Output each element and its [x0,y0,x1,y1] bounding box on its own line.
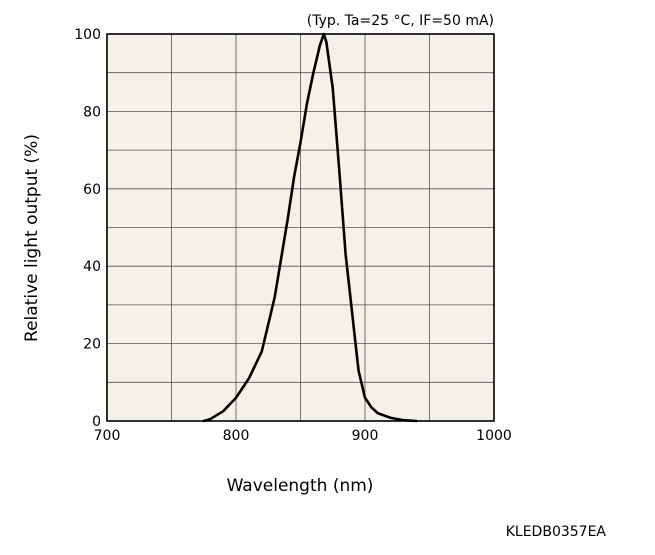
x-tick-label: 1000 [476,428,512,444]
y-axis-label: Relative light output (%) [22,134,42,342]
y-tick-label: 100 [74,27,101,43]
x-tick-label: 800 [223,428,250,444]
y-tick-label: 40 [83,259,101,275]
y-tick-label: 80 [83,104,101,120]
measurement-conditions: (Typ. Ta=25 °C, IF=50 mA) [307,13,494,29]
x-axis-ticks: 700 800 900 1000 [94,428,512,444]
y-tick-label: 60 [83,182,101,198]
plot-frame [106,33,495,422]
spectrum-curve [202,32,418,423]
x-axis-label: Wavelength (nm) [227,476,374,496]
x-tick-label: 900 [352,428,379,444]
y-tick-label: 20 [83,337,101,353]
document-code: KLEDB0357EA [506,524,607,540]
horizontal-gridlines [107,72,494,383]
y-axis-ticks: 0 20 40 60 80 100 [74,27,101,430]
x-tick-label: 700 [94,428,121,444]
y-tick-label: 0 [92,414,101,430]
